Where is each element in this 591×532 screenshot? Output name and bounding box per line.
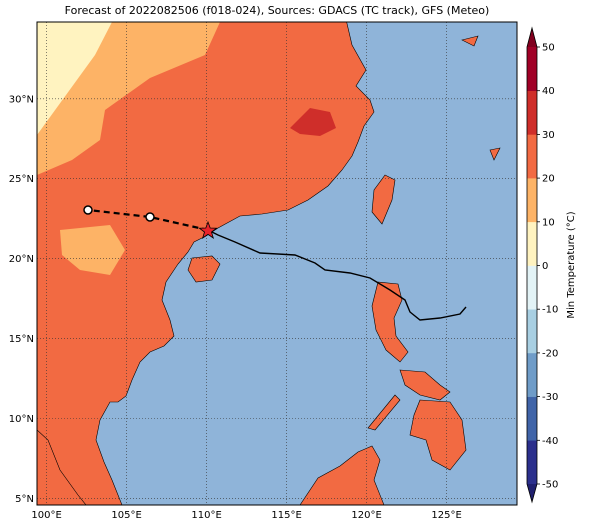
colorbar-level — [527, 47, 537, 91]
colorbar-tick-label: -20 — [542, 348, 558, 359]
colorbar-tick-label: -10 — [542, 305, 558, 316]
warm-zone — [60, 225, 125, 275]
forecast-point — [145, 212, 155, 222]
colorbar-tick-label: 40 — [542, 86, 555, 97]
past-track — [207, 229, 467, 321]
colorbar-level — [527, 440, 537, 485]
sumatra — [37, 429, 87, 505]
colorbar-level — [527, 396, 537, 441]
colorbar: -50 -40 -30 -20 -10 0 10 20 30 40 50 — [526, 26, 558, 504]
forecast-point — [83, 205, 93, 215]
colorbar-level — [527, 309, 537, 354]
colorbar-tick-label: 50 — [542, 43, 555, 54]
colorbar-level — [527, 90, 537, 135]
visayas — [399, 369, 451, 401]
x-tick-label: 105°E — [111, 510, 141, 521]
y-tick-label: 25°N — [9, 174, 34, 185]
colorbar-tick-label: 10 — [542, 217, 555, 228]
colorbar-label: Min Temperature (°C) — [566, 211, 577, 318]
colorbar-level — [527, 352, 537, 397]
taiwan — [371, 174, 396, 225]
map-title: Forecast of 2022082506 (f018-024), Sourc… — [65, 4, 490, 17]
map-area — [37, 22, 517, 505]
map-frame — [36, 21, 518, 506]
colorbar-tick-label: 0 — [542, 261, 548, 272]
colorbar-level — [527, 265, 537, 310]
colorbar-tick-label: 30 — [542, 130, 555, 141]
mild-zone — [37, 22, 112, 135]
mainland — [37, 22, 375, 505]
forecast-track — [87, 208, 209, 232]
y-tick-label: 15°N — [9, 334, 34, 345]
x-tick-label: 115°E — [271, 510, 301, 521]
current-position — [198, 220, 218, 239]
y-tick-label: 10°N — [9, 414, 34, 425]
colorbar-level — [527, 178, 537, 223]
mindanao — [409, 399, 467, 471]
island — [461, 35, 479, 47]
x-tick-label: 100°E — [31, 510, 61, 521]
colorbar-tick-label: -40 — [542, 436, 558, 447]
y-tick-label: 30°N — [9, 94, 34, 105]
colorbar-level — [527, 221, 537, 266]
x-tick-label: 110°E — [191, 510, 221, 521]
borneo — [299, 445, 385, 505]
hot-zone — [290, 108, 336, 136]
island — [489, 147, 501, 161]
colorbar-tick-label: -30 — [542, 392, 558, 403]
colorbar-extend-top — [527, 28, 537, 47]
colorbar-tick-label: -50 — [542, 480, 558, 491]
x-tick-label: 125°E — [431, 510, 461, 521]
x-tick-label: 120°E — [351, 510, 381, 521]
colorbar-tick-label: 20 — [542, 174, 555, 185]
colorbar-level — [527, 134, 537, 179]
y-tick-label: 5°N — [15, 494, 34, 505]
hainan — [187, 255, 221, 283]
colorbar-extend-bottom — [527, 484, 537, 502]
y-tick-label: 20°N — [9, 254, 34, 265]
palawan — [367, 394, 401, 431]
luzon — [371, 281, 409, 363]
grid — [37, 22, 517, 505]
